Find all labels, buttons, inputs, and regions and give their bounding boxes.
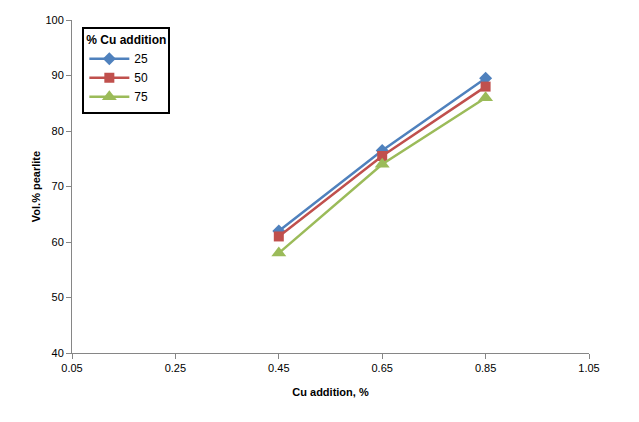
svg-text:% Cu addition: % Cu addition: [86, 33, 166, 47]
svg-text:50: 50: [134, 71, 148, 85]
svg-text:0.45: 0.45: [268, 362, 289, 374]
svg-text:50: 50: [52, 291, 64, 303]
svg-text:1.05: 1.05: [578, 362, 599, 374]
svg-text:0.25: 0.25: [165, 362, 186, 374]
svg-text:0.85: 0.85: [475, 362, 496, 374]
svg-text:60: 60: [52, 236, 64, 248]
svg-text:40: 40: [52, 347, 64, 359]
svg-text:0.65: 0.65: [371, 362, 392, 374]
svg-text:90: 90: [52, 69, 64, 81]
svg-text:Cu addition, %: Cu addition, %: [292, 386, 369, 398]
svg-text:Vol.% pearlite: Vol.% pearlite: [30, 151, 42, 222]
svg-text:70: 70: [52, 180, 64, 192]
svg-text:25: 25: [134, 52, 148, 66]
svg-text:0.05: 0.05: [61, 362, 82, 374]
svg-text:80: 80: [52, 125, 64, 137]
svg-text:75: 75: [134, 90, 148, 104]
svg-text:100: 100: [45, 14, 63, 26]
